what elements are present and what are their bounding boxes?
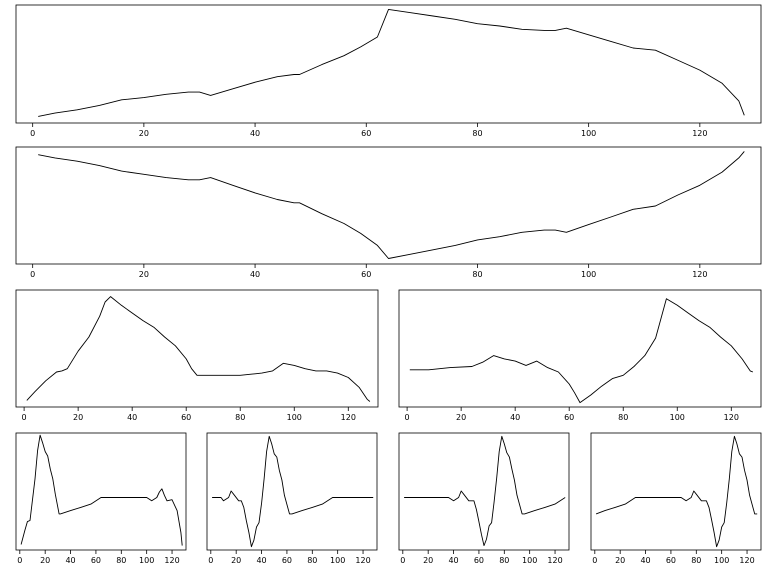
x-tick-label: 40	[127, 413, 137, 422]
x-tick-label: 80	[472, 129, 482, 138]
series-line	[409, 298, 754, 404]
x-tick-label: 0	[17, 556, 22, 565]
x-tick-label: 60	[666, 556, 676, 565]
series-line	[38, 8, 745, 117]
x-tick-label: 20	[139, 129, 149, 138]
plot-frame	[15, 289, 379, 408]
x-tick-label: 80	[307, 556, 317, 565]
x-tick-label: 60	[181, 413, 191, 422]
x-tick-label: 120	[547, 556, 562, 565]
series-line	[26, 296, 371, 402]
x-tick-label: 100	[139, 556, 154, 565]
x-tick-label: 100	[287, 413, 302, 422]
x-tick-label: 20	[615, 556, 625, 565]
plot-frame	[15, 4, 762, 124]
x-tick-label: 100	[670, 413, 685, 422]
x-tick-label: 80	[618, 413, 628, 422]
x-tick-label: 100	[714, 556, 729, 565]
x-tick-label: 120	[692, 129, 707, 138]
x-tick-label: 80	[235, 413, 245, 422]
x-tick-label: 120	[164, 556, 179, 565]
x-tick-label: 20	[231, 556, 241, 565]
x-tick-label: 60	[282, 556, 292, 565]
x-tick-label: 80	[691, 556, 701, 565]
x-tick-label: 0	[30, 270, 35, 279]
panel-row3-right: 0 20 40 60 80 100 120	[398, 289, 762, 422]
plot-frame	[590, 432, 762, 551]
x-tick-label: 0	[22, 413, 27, 422]
x-tick-label: 120	[692, 270, 707, 279]
x-tick-label: 20	[139, 270, 149, 279]
x-tick-label: 60	[361, 270, 371, 279]
x-tick-label: 100	[581, 129, 596, 138]
x-tick-label: 120	[739, 556, 754, 565]
x-tick-label: 0	[30, 129, 35, 138]
x-tick-label: 60	[91, 556, 101, 565]
plot-frame	[15, 146, 762, 265]
x-tick-label: 100	[522, 556, 537, 565]
x-tick-label: 20	[423, 556, 433, 565]
x-tick-label: 120	[355, 556, 370, 565]
panel-row4-3: 0 20 40 60 80 100 120	[398, 432, 570, 565]
x-tick-label: 40	[65, 556, 75, 565]
plot-frame	[398, 289, 762, 408]
plot-frame	[206, 432, 378, 551]
x-tick-label: 40	[250, 129, 260, 138]
series-line	[20, 434, 183, 546]
x-tick-label: 20	[73, 413, 83, 422]
series-line	[38, 151, 745, 259]
x-tick-label: 120	[341, 413, 356, 422]
panel-row3-left: 0 20 40 60 80 100 120	[15, 289, 379, 422]
x-tick-label: 80	[116, 556, 126, 565]
plot-frame	[398, 432, 570, 551]
x-tick-label: 100	[330, 556, 345, 565]
series-line	[595, 435, 758, 548]
x-tick-label: 20	[40, 556, 50, 565]
x-tick-label: 40	[640, 556, 650, 565]
x-tick-label: 0	[405, 413, 410, 422]
panel-row2: 0 20 40 60 80 100 120	[15, 146, 762, 279]
x-tick-label: 80	[499, 556, 509, 565]
x-tick-label: 0	[400, 556, 405, 565]
panel-row4-1: 0 20 40 60 80 100 120	[15, 432, 187, 565]
x-tick-label: 120	[724, 413, 739, 422]
x-tick-label: 40	[510, 413, 520, 422]
x-tick-label: 60	[474, 556, 484, 565]
x-tick-label: 0	[592, 556, 597, 565]
x-tick-label: 0	[208, 556, 213, 565]
panel-row4-4: 0 20 40 60 80 100 120	[590, 432, 762, 565]
x-tick-label: 80	[472, 270, 482, 279]
panel-row1: 0 20 40 60 80 100 120	[15, 4, 762, 138]
x-tick-label: 20	[456, 413, 466, 422]
series-line	[404, 435, 566, 547]
x-tick-label: 100	[581, 270, 596, 279]
x-tick-label: 60	[564, 413, 574, 422]
x-tick-label: 40	[448, 556, 458, 565]
panel-row4-2: 0 20 40 60 80 100 120	[206, 432, 378, 565]
x-tick-label: 60	[361, 129, 371, 138]
x-tick-label: 40	[250, 270, 260, 279]
plot-frame	[15, 432, 187, 551]
x-tick-label: 40	[256, 556, 266, 565]
series-line	[212, 435, 374, 548]
